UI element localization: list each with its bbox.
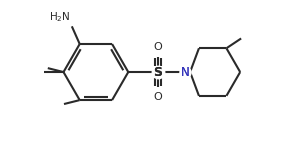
Text: S: S	[153, 66, 162, 79]
Text: S: S	[153, 66, 162, 79]
Text: H$_2$N: H$_2$N	[49, 11, 71, 24]
Text: N: N	[181, 66, 190, 79]
Text: O: O	[153, 92, 162, 102]
Text: O: O	[153, 42, 162, 52]
Text: N: N	[181, 66, 190, 79]
